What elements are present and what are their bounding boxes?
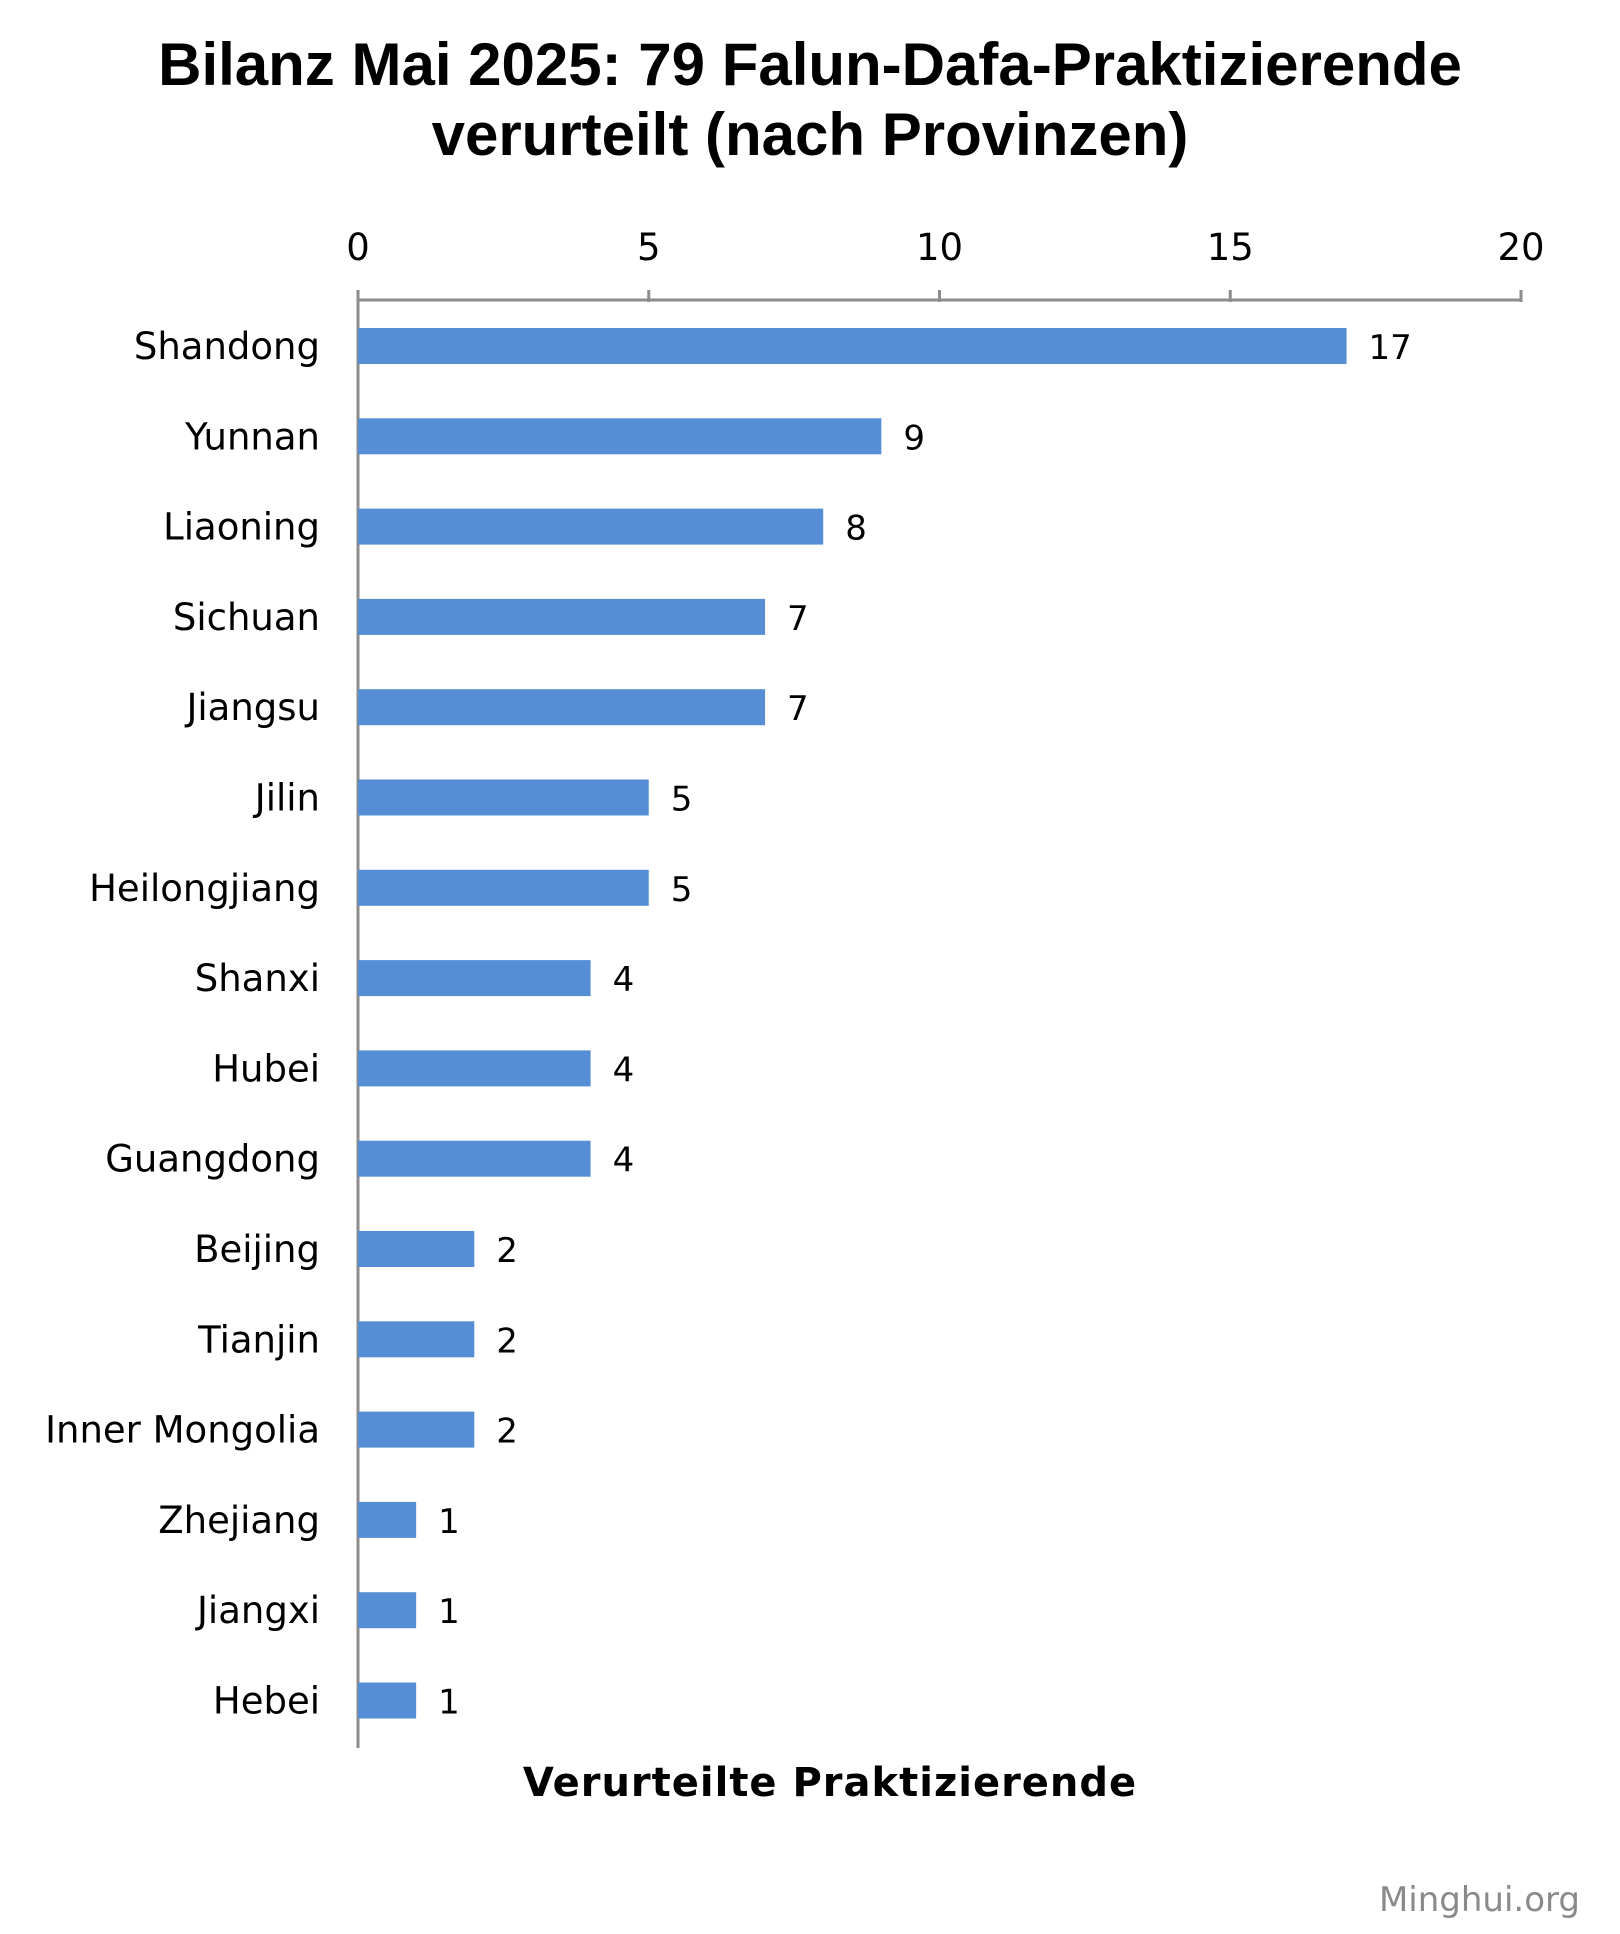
watermark: Minghui.org [1378,1880,1580,1920]
value-label: 4 [613,1141,635,1181]
bar [358,689,766,726]
x-tick-label: 20 [1497,226,1544,269]
bar [358,598,766,635]
bar [358,1592,417,1629]
category-label: Guangdong [105,1138,320,1181]
x-tick-label: 10 [916,226,963,269]
value-label: 7 [787,689,809,729]
value-label: 5 [671,870,693,910]
bar [358,328,1347,364]
value-label: 4 [613,960,635,1000]
x-axis-title: Verurteilte Praktizierende [522,1760,1138,1806]
category-label: Sichuan [173,596,320,639]
category-label: Jiangxi [195,1589,320,1632]
value-label: 4 [613,1050,635,1090]
category-label: Yunnan [184,415,320,458]
value-label: 8 [845,509,867,549]
category-label: Jilin [253,777,320,820]
bar [358,418,882,455]
category-label: Hubei [212,1047,320,1090]
category-label: Hebei [213,1680,320,1723]
bar [358,1411,475,1448]
value-label: 17 [1369,328,1412,368]
value-label: 1 [438,1592,460,1632]
bar [358,1231,475,1267]
chart-title-line-1: Bilanz Mai 2025: 79 Falun-Dafa-Praktizie… [158,31,1462,98]
category-label: Jiangsu [184,686,320,729]
value-label: 2 [496,1321,518,1361]
value-label: 1 [438,1683,460,1723]
x-tick-label: 0 [346,226,370,269]
category-label: Beijing [194,1228,320,1271]
category-label: Shanxi [195,957,320,1000]
value-label: 2 [496,1231,518,1271]
bar [358,960,591,997]
chart-title: Bilanz Mai 2025: 79 Falun-Dafa-Praktizie… [0,30,1620,170]
bar [358,869,649,906]
value-label: 7 [787,599,809,639]
category-label: Inner Mongolia [45,1409,320,1452]
category-label: Tianjin [197,1318,320,1361]
bar [358,1682,417,1719]
category-label: Heilongjiang [89,867,320,910]
bar [358,779,649,816]
value-label: 1 [438,1502,460,1542]
x-tick-label: 5 [637,226,661,269]
bar [358,1140,591,1177]
category-label: Shandong [134,325,320,368]
category-label: Zhejiang [158,1499,320,1542]
chart-title-line-2: verurteilt (nach Provinzen) [431,101,1189,168]
value-label: 2 [496,1412,518,1452]
bar [358,1501,417,1538]
bar [358,508,824,545]
value-label: 5 [671,780,693,820]
value-label: 9 [903,418,925,458]
bar [358,1321,475,1358]
bar [358,1050,591,1087]
category-label: Liaoning [163,506,320,549]
x-tick-label: 15 [1207,226,1254,269]
